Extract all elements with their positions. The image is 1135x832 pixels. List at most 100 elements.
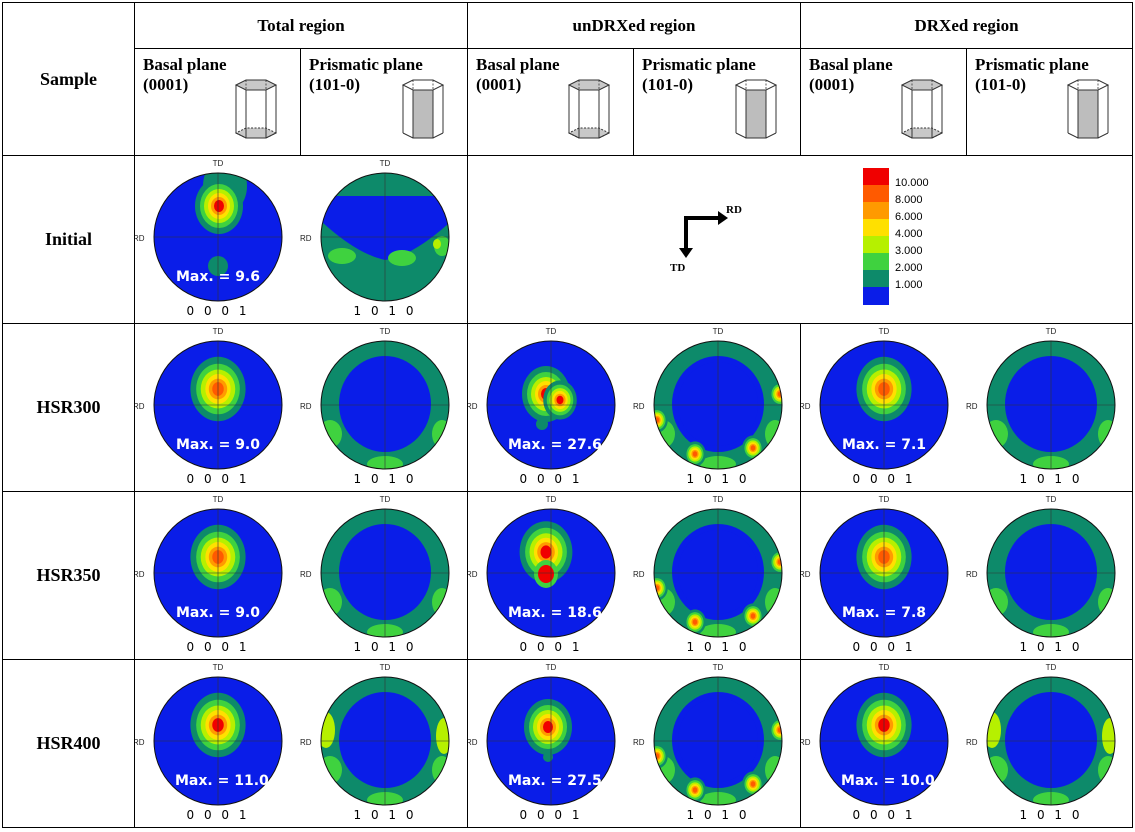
pole-figure-plot bbox=[153, 340, 283, 470]
max-intensity-label: Max. = 27.5 bbox=[508, 773, 602, 789]
legend-swatch bbox=[863, 287, 889, 305]
prism-diagram bbox=[559, 77, 615, 143]
pole-figure-plot bbox=[819, 340, 949, 470]
pole-figure-pair: TD RD Max. = 9.0 0 0 0 1 TD RD 1 0 1 0 bbox=[136, 493, 467, 659]
legend-cell: RD TD 10.000 8.000 6.000 4.000 3.000 2.000 1.000 bbox=[466, 155, 1134, 324]
basal-plane-prism-icon bbox=[567, 79, 611, 139]
pole-index-label: 1 0 1 0 bbox=[353, 472, 417, 486]
td-axis-label: TD bbox=[1045, 663, 1057, 672]
sample-label: HSR300 bbox=[2, 323, 135, 492]
pole-index-label: 1 0 1 0 bbox=[686, 640, 750, 654]
legend-swatch bbox=[863, 185, 889, 203]
max-intensity-label: Max. = 18.6 bbox=[508, 605, 602, 621]
prismatic-plane-header: Prismatic plane (101-0) bbox=[300, 48, 468, 156]
prismatic-plane-prism-icon bbox=[1066, 79, 1110, 139]
pole-index-label: 1 0 1 0 bbox=[353, 304, 417, 318]
pole-index-label: 1 0 1 0 bbox=[1019, 640, 1083, 654]
legend-level: 4.000 bbox=[895, 228, 923, 240]
max-intensity-label: Max. = 9.6 bbox=[175, 269, 260, 285]
plane-name: Prismatic plane bbox=[309, 55, 423, 74]
pole-figure-plot bbox=[653, 508, 783, 638]
legend-swatch bbox=[863, 202, 889, 220]
max-intensity-label: Max. = 9.0 bbox=[175, 605, 260, 621]
rd-axis-label: RD bbox=[469, 402, 478, 411]
pole-figure-plot bbox=[486, 508, 616, 638]
pole-figure-pair: TD RD Max. = 10.0 0 0 0 1 TD RD 1 0 1 0 bbox=[802, 661, 1132, 827]
pole-figure-plot bbox=[486, 340, 616, 470]
pole-figure-plot bbox=[486, 676, 616, 806]
pole-index-label: 0 0 0 1 bbox=[186, 304, 250, 318]
undrx-region-header: unDRXed region bbox=[466, 2, 802, 49]
plane-name: Prismatic plane bbox=[642, 55, 756, 74]
prismatic-pole-figure: TD RD 1 0 1 0 bbox=[633, 493, 800, 659]
prismatic-plane-prism-icon bbox=[734, 79, 778, 139]
basal-pole-figure: TD RD Max. = 9.0 0 0 0 1 bbox=[136, 325, 302, 491]
rd-axis-label: RD bbox=[633, 402, 645, 411]
pole-figure-plot bbox=[320, 508, 450, 638]
td-axis-label: TD bbox=[1045, 495, 1057, 504]
max-intensity-label: Max. = 7.8 bbox=[842, 605, 927, 621]
pole-figure-plot bbox=[153, 172, 283, 302]
rd-axis-label: RD bbox=[469, 570, 478, 579]
pole-index-label: 0 0 0 1 bbox=[519, 808, 583, 822]
pole-figure-plot bbox=[653, 340, 783, 470]
rd-axis-label: RD bbox=[469, 738, 478, 747]
plane-label: Prismatic plane (101-0) bbox=[309, 55, 423, 95]
pole-figure-plot bbox=[153, 676, 283, 806]
drx-region-header: DRXed region bbox=[800, 2, 1134, 49]
basal-pole-figure: TD RD Max. = 10.0 0 0 0 1 bbox=[802, 661, 967, 827]
prismatic-plane-prism-icon bbox=[401, 79, 445, 139]
axes-arrows-icon bbox=[679, 211, 728, 258]
td-axis-label: TD bbox=[545, 663, 557, 672]
rd-direction-label: RD bbox=[726, 204, 742, 216]
plane-index: (0001) bbox=[143, 75, 189, 94]
max-intensity-label: Max. = 11.0 bbox=[175, 773, 269, 789]
rd-axis-label: RD bbox=[136, 570, 145, 579]
prismatic-plane-header: Prismatic plane (101-0) bbox=[632, 48, 802, 156]
pole-index-label: 1 0 1 0 bbox=[353, 640, 417, 654]
rd-td-axes-diagram: RD TD bbox=[668, 196, 758, 286]
prism-diagram bbox=[892, 77, 948, 143]
rd-axis-label: RD bbox=[633, 570, 645, 579]
prismatic-pole-figure: TD RD 1 0 1 0 bbox=[300, 325, 467, 491]
legend-swatch bbox=[863, 253, 889, 271]
basal-pole-figure: TD RD Max. = 18.6 0 0 0 1 bbox=[469, 493, 634, 659]
plane-index: (0001) bbox=[809, 75, 855, 94]
plane-label: Basal plane (0001) bbox=[143, 55, 227, 95]
max-intensity-label: Max. = 7.1 bbox=[842, 437, 927, 453]
pole-index-label: 0 0 0 1 bbox=[186, 808, 250, 822]
prismatic-pole-figure: TD RD 1 0 1 0 bbox=[300, 661, 467, 827]
plane-label: Prismatic plane (101-0) bbox=[642, 55, 756, 95]
legend-swatch bbox=[863, 236, 889, 254]
undrx-region-cell: TD RD Max. = 18.6 0 0 0 1 TD RD 1 0 1 0 bbox=[466, 491, 802, 660]
rd-axis-label: RD bbox=[802, 402, 811, 411]
td-axis-label: TD bbox=[878, 663, 890, 672]
undrx-region-cell: TD RD Max. = 27.6 0 0 0 1 TD RD 1 0 1 0 bbox=[466, 323, 802, 492]
pole-figure-plot bbox=[986, 340, 1116, 470]
plane-label: Prismatic plane (101-0) bbox=[975, 55, 1089, 95]
pole-figure-pair: TD RD Max. = 7.1 0 0 0 1 TD RD 1 0 1 0 bbox=[802, 325, 1132, 491]
td-axis-label: TD bbox=[379, 159, 391, 168]
pole-index-label: 0 0 0 1 bbox=[852, 472, 916, 486]
legend-level: 6.000 bbox=[895, 211, 923, 223]
total-region-header: Total region bbox=[134, 2, 468, 49]
basal-pole-figure: TD RD Max. = 7.1 0 0 0 1 bbox=[802, 325, 967, 491]
plane-index: (101-0) bbox=[309, 75, 360, 94]
pole-figure-pair: TD RD Max. = 9.6 0 0 0 1 TD RD 1 0 1 0 bbox=[136, 157, 467, 323]
rd-axis-label: RD bbox=[633, 738, 645, 747]
basal-pole-figure: TD RD Max. = 11.0 0 0 0 1 bbox=[136, 661, 302, 827]
td-axis-label: TD bbox=[545, 327, 557, 336]
plane-name: Basal plane bbox=[476, 55, 560, 74]
pole-index-label: 1 0 1 0 bbox=[686, 472, 750, 486]
basal-pole-figure: TD RD Max. = 9.0 0 0 0 1 bbox=[136, 493, 302, 659]
pole-figure-pair: TD RD Max. = 11.0 0 0 0 1 TD RD 1 0 1 0 bbox=[136, 661, 467, 827]
basal-plane-header: Basal plane (0001) bbox=[134, 48, 301, 156]
sample-label: HSR400 bbox=[2, 659, 135, 828]
pole-index-label: 0 0 0 1 bbox=[186, 640, 250, 654]
sample-header: Sample bbox=[2, 2, 135, 156]
plane-label: Basal plane (0001) bbox=[476, 55, 560, 95]
prism-diagram bbox=[393, 77, 449, 143]
rd-axis-label: RD bbox=[300, 234, 312, 243]
sample-label: Initial bbox=[2, 155, 135, 324]
